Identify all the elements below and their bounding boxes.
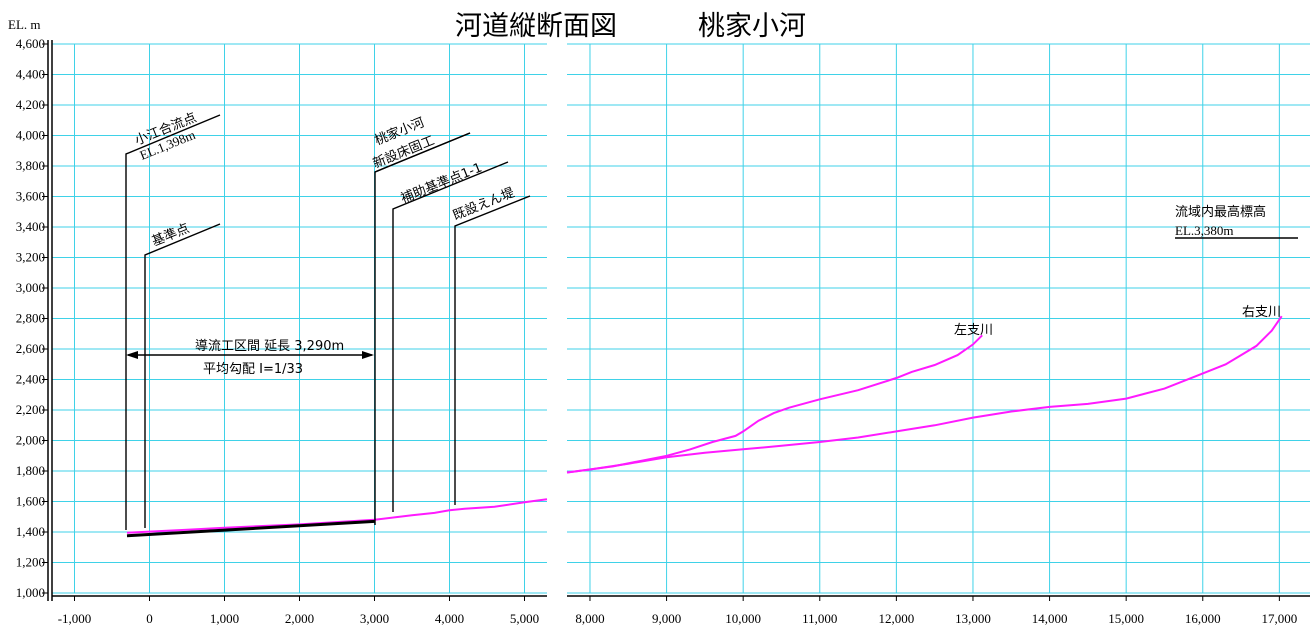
leader-existing-dam [454, 195, 531, 505]
leader-aux-benchmark [392, 161, 509, 512]
label-max-elevation: 流域内最高標高 [1175, 204, 1266, 220]
label-right-tributary: 右支川 [1242, 305, 1281, 320]
profile-series-2 [566, 334, 983, 474]
x-ticks: -1,000 0 1,000 2,000 3,000 4,000 5,000 8,000 9,0… [58, 611, 1298, 626]
label-average-slope: 平均勾配 I=1/33 [203, 362, 303, 377]
annotations: 小江合流点 EL.1,398m 基準点 桃家小河 新設床固工 補助基準点1-1 … [133, 110, 1281, 377]
y-ticks: 1,000 1,200 1,400 1,600 1,800 2,000 2,200 2,400… [16, 36, 53, 601]
y-tick-label: 2,800 [16, 311, 45, 326]
y-tick-label: 1,000 [16, 585, 45, 600]
left-panel [52, 43, 547, 601]
profile-series-1 [566, 315, 1283, 474]
annotation-leaders [125, 114, 1298, 530]
x-tick-label: 12,000 [878, 611, 914, 626]
planned-bed-line [126, 519, 375, 538]
x-tick-label: 15,000 [1108, 611, 1144, 626]
x-tick-label: 13,000 [955, 611, 991, 626]
y-tick-label: 3,200 [16, 250, 45, 265]
y-axis-label: EL. m [8, 17, 41, 32]
right-panel [567, 43, 1310, 601]
y-tick-label: 2,200 [16, 402, 45, 417]
y-tick-label: 2,000 [16, 433, 45, 448]
x-tick-label: 14,000 [1032, 611, 1068, 626]
x-tick-label: -1,000 [58, 611, 92, 626]
y-tick-label: 3,400 [16, 219, 45, 234]
series-layer [126, 315, 1283, 538]
label-aux-benchmark: 補助基準点1-1 [399, 160, 485, 207]
x-tick-label: 9,000 [652, 611, 681, 626]
x-tick-label: 3,000 [360, 611, 389, 626]
x-tick-label: 0 [146, 611, 153, 626]
y-tick-label: 1,600 [16, 494, 45, 509]
y-tick-label: 4,200 [16, 97, 45, 112]
x-tick-label: 4,000 [435, 611, 464, 626]
y-tick-label: 2,600 [16, 341, 45, 356]
underline-new-groundsill [374, 132, 471, 173]
x-tick-label: 11,000 [802, 611, 837, 626]
label-existing-dam: 既設えん堤 [451, 185, 517, 224]
y-tick-label: 3,800 [16, 158, 45, 173]
profile-series-0 [126, 498, 548, 534]
y-tick-label: 3,000 [16, 280, 45, 295]
label-max-elevation-value: EL.3,380m [1175, 223, 1234, 238]
x-tick-label: 5,000 [510, 611, 539, 626]
x-tick-label: 16,000 [1185, 611, 1221, 626]
y-tick-label: 3,600 [16, 189, 45, 204]
x-tick-label: 17,000 [1261, 611, 1297, 626]
x-tick-label: 8,000 [575, 611, 604, 626]
dimension-arrow-left [126, 351, 138, 359]
label-left-tributary: 左支川 [954, 323, 993, 338]
label-diversion-section: 導流工区間 延長 3,290m [195, 339, 344, 354]
y-tick-label: 4,400 [16, 67, 45, 82]
y-tick-label: 1,200 [16, 555, 45, 570]
y-tick-label: 1,400 [16, 524, 45, 539]
y-tick-label: 4,000 [16, 128, 45, 143]
y-tick-label: 4,600 [16, 36, 45, 51]
leader-benchmark [144, 223, 221, 528]
x-tick-label: 2,000 [285, 611, 314, 626]
leader-ojiang-confluence [125, 114, 221, 530]
y-tick-label: 1,800 [16, 463, 45, 478]
chart-title: 河道縦断面図 桃家小河 [455, 11, 806, 42]
x-tick-label: 1,000 [210, 611, 239, 626]
x-tick-label: 10,000 [725, 611, 761, 626]
dimension-arrow-right [362, 351, 374, 359]
y-tick-label: 2,400 [16, 372, 45, 387]
label-benchmark: 基準点 [150, 220, 192, 249]
